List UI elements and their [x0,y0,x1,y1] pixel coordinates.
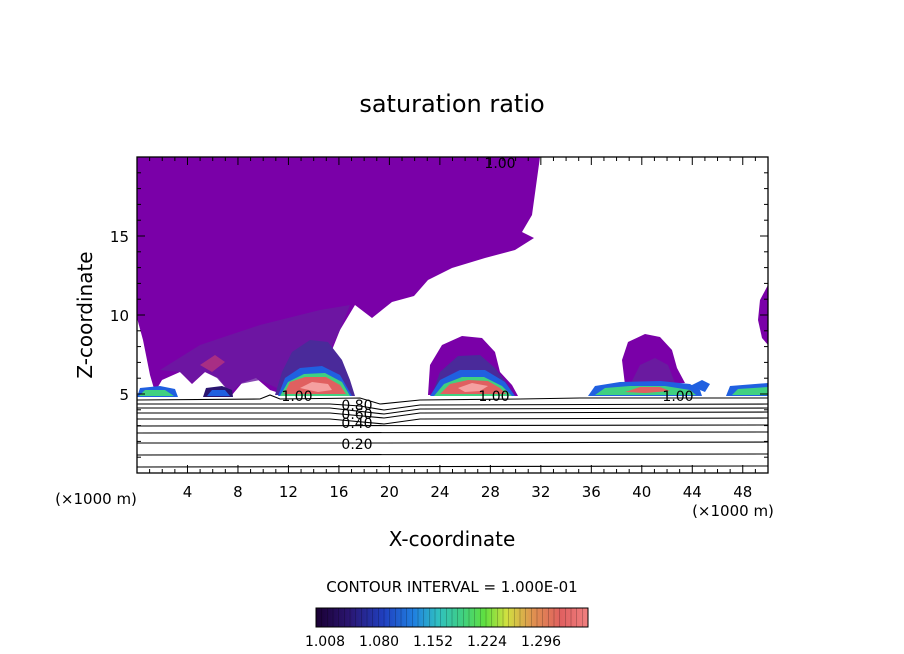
x-axis-unit-label: (×1000 m) [692,502,774,520]
contour-line [137,424,768,427]
contour-line [137,465,768,468]
x-tick-label: 40 [632,483,651,501]
y-axis-unit-label: (×1000 m) [55,490,137,508]
x-tick-label: 44 [683,483,702,501]
x-tick-label: 24 [430,483,449,501]
contour-interval-text: CONTOUR INTERVAL = 1.000E-01 [326,578,577,596]
x-tick-label: 20 [380,483,399,501]
x-tick-label: 4 [183,483,193,501]
y-axis-label: Z-coordinate [73,251,97,378]
contour-lines [137,394,768,468]
contour-line [137,431,768,434]
colorbar [315,607,589,628]
contour-label: 0.60 [341,407,372,423]
x-tick-label: 8 [233,483,243,501]
contour-label: 1.00 [662,389,693,405]
colorbar-label: 1.296 [521,634,561,650]
x-tick-label: 48 [733,483,752,501]
cell-3-inner [630,358,675,385]
contour-label: 0.20 [341,437,372,453]
colorbar-label: 1.080 [359,634,399,650]
chart-title: saturation ratio [359,90,544,118]
contour-line [137,403,768,411]
contour-label: 0.80 [341,398,372,414]
contour-line [137,453,768,456]
contour-label: 1.00 [281,389,312,405]
cell-3-small [690,380,710,392]
contour-line [137,411,768,419]
contour-line [137,407,768,415]
right-band-green [732,387,768,395]
left-band-green [139,390,174,396]
x-tick-label: 32 [531,483,550,501]
y-axis-ticks: 5 10 15 [110,156,768,474]
colorbar-label: 1.152 [413,634,453,650]
colorbar-labels: 1.008 1.080 1.152 1.224 1.296 [305,634,561,650]
contour-line [137,417,768,425]
cell-3-band-red [625,387,670,393]
x-tick-label: 16 [329,483,348,501]
field-layer [137,157,768,468]
y-tick-label: 5 [119,386,129,404]
upper-inner-shade-red [200,355,225,372]
x-tick-label: 36 [582,483,601,501]
contour-label: 1.00 [478,389,509,405]
x-axis-ticks: 4 8 12 16 20 24 28 32 36 40 44 48 [136,157,769,501]
cell-1-pink [300,382,332,392]
colorbar-label: 1.008 [305,634,345,650]
contour-label: 0.40 [341,416,372,432]
cell-2-pink [458,383,488,392]
x-tick-label: 12 [279,483,298,501]
left-small-blob-blue [207,390,230,396]
x-axis-label: X-coordinate [389,527,516,551]
contour-label: 1.00 [484,156,515,172]
colorbar-divisions [321,608,583,627]
x-tick-label: 28 [481,483,500,501]
contour-line [137,441,768,444]
y-tick-label: 15 [110,228,129,246]
y-tick-label: 10 [110,307,129,325]
contour-labels: 1.00 1.00 1.00 1.00 0.80 0.60 0.40 0.20 [281,156,693,453]
contour-line [137,394,768,405]
colorbar-label: 1.224 [467,634,507,650]
